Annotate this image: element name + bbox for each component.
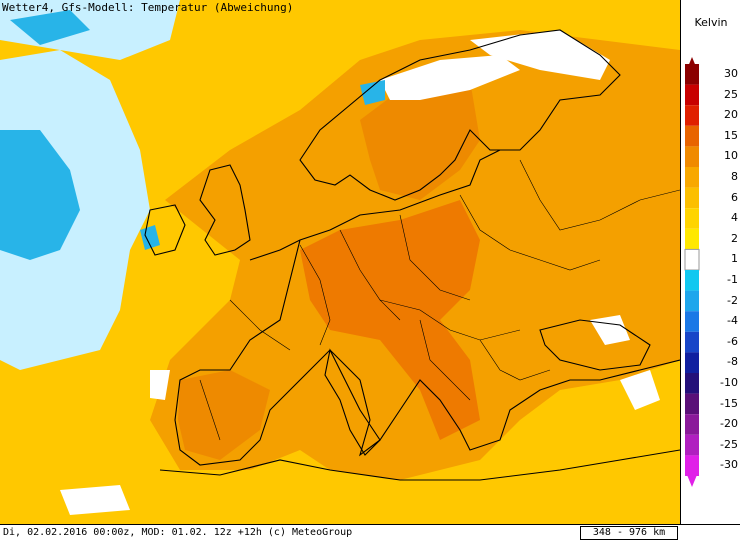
legend-color-bar bbox=[684, 57, 700, 487]
coastlines bbox=[144, 29, 680, 481]
legend-tick-label: 8 bbox=[731, 170, 738, 183]
white-patch-africa bbox=[60, 485, 130, 515]
legend-swatch bbox=[685, 187, 699, 209]
legend-tick-label: -30 bbox=[720, 458, 738, 472]
italy-coast bbox=[324, 348, 381, 456]
north-white-band bbox=[470, 30, 610, 80]
legend-tick-label: 2 bbox=[731, 231, 738, 245]
legend-swatch bbox=[685, 125, 699, 147]
scandinavia-white-band bbox=[380, 55, 520, 100]
north-africa-coast bbox=[159, 449, 680, 481]
legend-swatch bbox=[685, 331, 699, 353]
legend-swatch bbox=[685, 270, 699, 291]
legend-swatch bbox=[685, 311, 699, 332]
legend-swatch bbox=[685, 290, 699, 312]
legend-tick-label: -4 bbox=[727, 314, 738, 328]
legend-swatch bbox=[684, 248, 700, 271]
central-europe-hot-core bbox=[300, 200, 480, 440]
white-patch-west bbox=[150, 370, 170, 400]
legend-tick-label: -15 bbox=[720, 396, 738, 410]
footer-bar: Di, 02.02.2016 00:00z, MOD: 01.02. 12z +… bbox=[0, 524, 740, 541]
legend-swatch bbox=[685, 373, 699, 394]
legend-tick-label: -20 bbox=[720, 417, 738, 431]
legend-tick-label: 20 bbox=[724, 108, 738, 122]
legend-swatch bbox=[685, 228, 699, 250]
legend-swatch bbox=[685, 352, 699, 373]
legend-swatch bbox=[685, 146, 699, 167]
legend-tick-label: 4 bbox=[731, 211, 738, 225]
temperature-anomaly-map bbox=[0, 0, 680, 524]
ireland-coast bbox=[144, 204, 186, 256]
map-title: Wetter4, Gfs-Modell: Temperatur (Abweich… bbox=[2, 1, 294, 14]
white-patch-turkey bbox=[620, 370, 660, 410]
atlantic-blue-field bbox=[0, 130, 80, 260]
legend-unit-label: Kelvin bbox=[694, 16, 728, 29]
legend-swatch bbox=[685, 64, 699, 85]
legend-tick-label: 15 bbox=[724, 128, 738, 142]
legend-swatch bbox=[685, 414, 699, 435]
legend-tick-label: 25 bbox=[724, 87, 738, 101]
legend-tick-label: -6 bbox=[727, 334, 738, 348]
legend-swatch bbox=[685, 434, 699, 456]
legend-tick-label: 10 bbox=[724, 149, 738, 163]
legend-tick-label: 6 bbox=[731, 190, 738, 204]
north-blue-patch bbox=[10, 10, 90, 45]
forecast-info: Di, 02.02.2016 00:00z, MOD: 01.02. 12z +… bbox=[3, 527, 353, 538]
scale-indicator: 348 - 976 km bbox=[580, 526, 678, 540]
legend-swatch bbox=[685, 455, 699, 476]
legend-tick-label: -25 bbox=[720, 437, 738, 451]
legend-tick-label: 30 bbox=[724, 67, 738, 80]
britain-coast bbox=[199, 164, 251, 256]
legend-swatch bbox=[685, 208, 699, 229]
scandinavia-warm bbox=[360, 70, 480, 200]
legend-swatch bbox=[685, 105, 699, 126]
country-borders bbox=[199, 159, 680, 441]
blue-patch-ireland bbox=[140, 225, 160, 250]
iberia-warm bbox=[178, 370, 270, 460]
scandinavia-coast bbox=[299, 29, 621, 201]
continent-coast bbox=[174, 149, 680, 466]
legend-swatch bbox=[685, 167, 699, 188]
legend-tick-label: -2 bbox=[727, 293, 738, 307]
legend-swatch bbox=[685, 84, 699, 106]
legend-swatch bbox=[685, 393, 699, 415]
legend-tick-label: 1 bbox=[731, 252, 738, 266]
legend-tick-label: -1 bbox=[727, 273, 738, 286]
color-legend: Kelvin 30 25 20 15 10 8 6 4 2 1 -1 -2 -4 -6 -8 -10 -15 -2… bbox=[680, 0, 740, 524]
blue-patch-scandinavia bbox=[360, 80, 385, 105]
legend-tick-label: -8 bbox=[727, 355, 738, 369]
black-sea-coast bbox=[539, 319, 651, 371]
legend-tick-label: -10 bbox=[720, 376, 738, 389]
